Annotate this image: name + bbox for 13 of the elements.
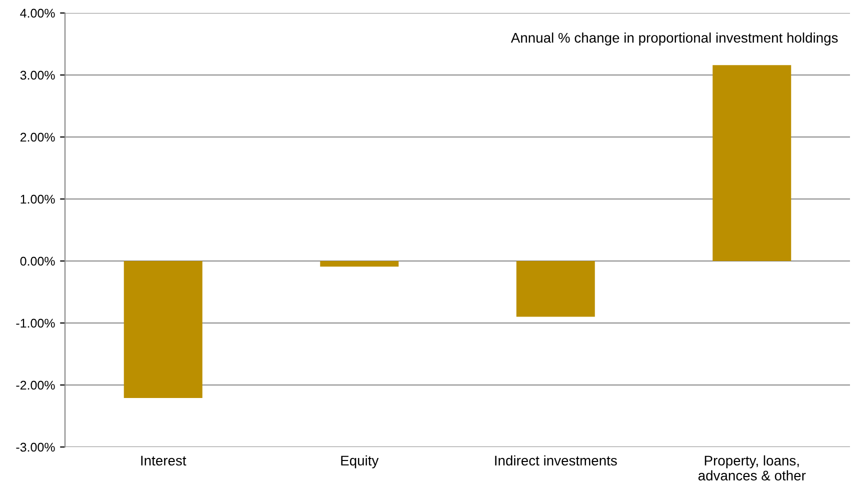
y-tick-label: 3.00% <box>20 70 55 80</box>
y-tick-label: 4.00% <box>20 8 55 18</box>
annotation: Annual % change in proportional investment holdings <box>510 32 838 46</box>
y-tick-label: -2.00% <box>16 380 55 390</box>
y-tick-label: -1.00% <box>16 318 55 328</box>
x-tick-label: Equity <box>341 455 379 468</box>
y-tick-label: 0.00% <box>20 256 55 266</box>
x-tick-label: Interest <box>141 456 186 466</box>
y-tick-label: -3.00% <box>16 442 55 452</box>
x-tick-label: Property, loans, advances & other <box>698 455 806 480</box>
y-tick-label: 2.00% <box>20 132 55 142</box>
x-tick-label: Indirect investments <box>495 455 617 466</box>
y-tick-label: 1.00% <box>20 194 55 204</box>
